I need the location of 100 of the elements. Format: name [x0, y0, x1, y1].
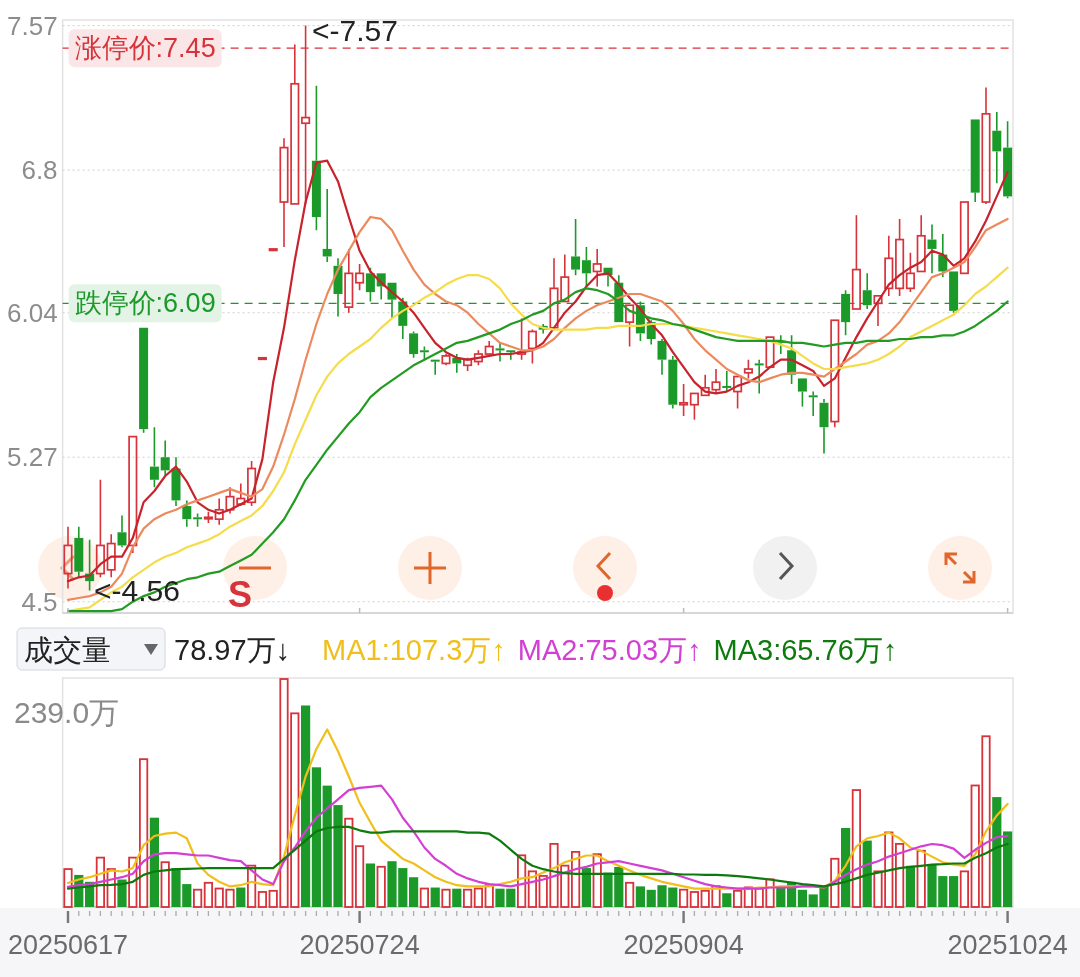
x-tick-label: 20250724	[299, 930, 420, 960]
y-tick-label: 5.27	[6, 442, 58, 473]
bar	[409, 877, 419, 907]
bar	[949, 876, 959, 907]
bar	[257, 891, 267, 908]
bar	[797, 889, 807, 907]
bar	[247, 864, 257, 908]
annotation: S	[228, 573, 253, 615]
bar	[905, 865, 915, 907]
bar	[128, 856, 138, 908]
candlestick	[905, 251, 915, 293]
candlestick	[884, 235, 894, 297]
bar	[203, 881, 213, 908]
text: 78.97万↓	[174, 634, 291, 666]
bar	[236, 887, 246, 907]
candlestick	[916, 214, 926, 273]
bar	[722, 893, 732, 907]
bar	[635, 886, 645, 907]
bar	[193, 888, 203, 908]
candlestick	[592, 248, 602, 288]
text: MA2:75.03万↑	[517, 634, 702, 666]
bar	[376, 865, 386, 908]
y-tick-label: 6.8	[21, 155, 58, 186]
candlestick	[106, 533, 116, 579]
bar	[1003, 831, 1013, 907]
y-tick-label: 4.5	[21, 586, 58, 617]
candlestick	[668, 355, 678, 410]
bar	[106, 868, 116, 908]
candlestick	[495, 342, 505, 363]
candlestick	[819, 398, 829, 455]
ref-line-label: 跌停价:6.09	[74, 288, 216, 319]
y-tick-label: 6.04	[6, 297, 58, 328]
bar	[355, 845, 365, 908]
candlestick	[851, 214, 861, 310]
bar	[441, 888, 451, 908]
bar	[430, 887, 440, 907]
candlestick	[430, 359, 440, 376]
text: MA1:107.3万↑	[322, 634, 506, 666]
bar	[830, 857, 840, 908]
x-tick-label: 20250617	[7, 930, 129, 960]
candlestick	[1003, 120, 1013, 200]
candlestick	[149, 426, 159, 489]
bar	[419, 887, 429, 908]
bar	[862, 840, 872, 907]
bar	[344, 817, 354, 908]
candlestick	[63, 525, 73, 590]
bar	[916, 849, 926, 908]
ref-line-label: 涨停价:7.45	[74, 33, 216, 64]
bar	[679, 888, 689, 908]
candlestick	[970, 119, 980, 203]
text: MA3:65.76万↑	[713, 634, 898, 666]
bar	[139, 758, 149, 908]
bar	[581, 868, 591, 907]
bar	[484, 884, 494, 908]
bar	[959, 870, 969, 908]
bar	[149, 817, 159, 907]
candlestick	[657, 338, 667, 376]
candlestick	[160, 439, 170, 477]
bar	[160, 861, 170, 908]
candlestick	[171, 456, 181, 507]
annotation: <-7.57	[312, 13, 398, 47]
candlestick	[808, 390, 818, 417]
bar	[992, 797, 1002, 907]
bar	[592, 853, 602, 908]
x-tick-label: 20251024	[947, 930, 1068, 960]
bar	[365, 863, 375, 907]
candlestick	[895, 218, 905, 297]
bar	[301, 705, 311, 907]
candlestick	[95, 479, 105, 579]
candlestick	[117, 514, 127, 549]
y-tick-label: 7.57	[6, 10, 58, 41]
bar	[95, 856, 105, 908]
candlestick	[754, 358, 764, 395]
line-series	[66, 159, 1009, 583]
candlestick	[581, 246, 591, 288]
bar	[117, 879, 127, 907]
candlestick	[182, 499, 192, 528]
candlestick	[484, 340, 494, 355]
bar	[63, 868, 73, 908]
candlestick	[311, 84, 321, 231]
bar	[527, 870, 537, 908]
candlestick	[722, 370, 732, 393]
bar	[851, 789, 861, 908]
candlestick	[873, 295, 883, 327]
candlestick	[322, 188, 332, 263]
bar	[625, 881, 635, 908]
x-tick-label: 20250904	[623, 930, 744, 960]
candlestick	[571, 218, 581, 276]
bar	[743, 886, 753, 908]
bar	[463, 888, 473, 908]
candlestick	[517, 317, 527, 361]
bar	[571, 851, 581, 908]
candlestick	[992, 111, 1002, 185]
candlestick	[506, 350, 516, 361]
bar	[733, 889, 743, 908]
bar	[473, 887, 483, 908]
chart-title: 成交量	[24, 634, 111, 666]
annotation: 239.0万	[14, 695, 120, 729]
bar	[517, 854, 527, 908]
candlestick	[981, 86, 991, 205]
